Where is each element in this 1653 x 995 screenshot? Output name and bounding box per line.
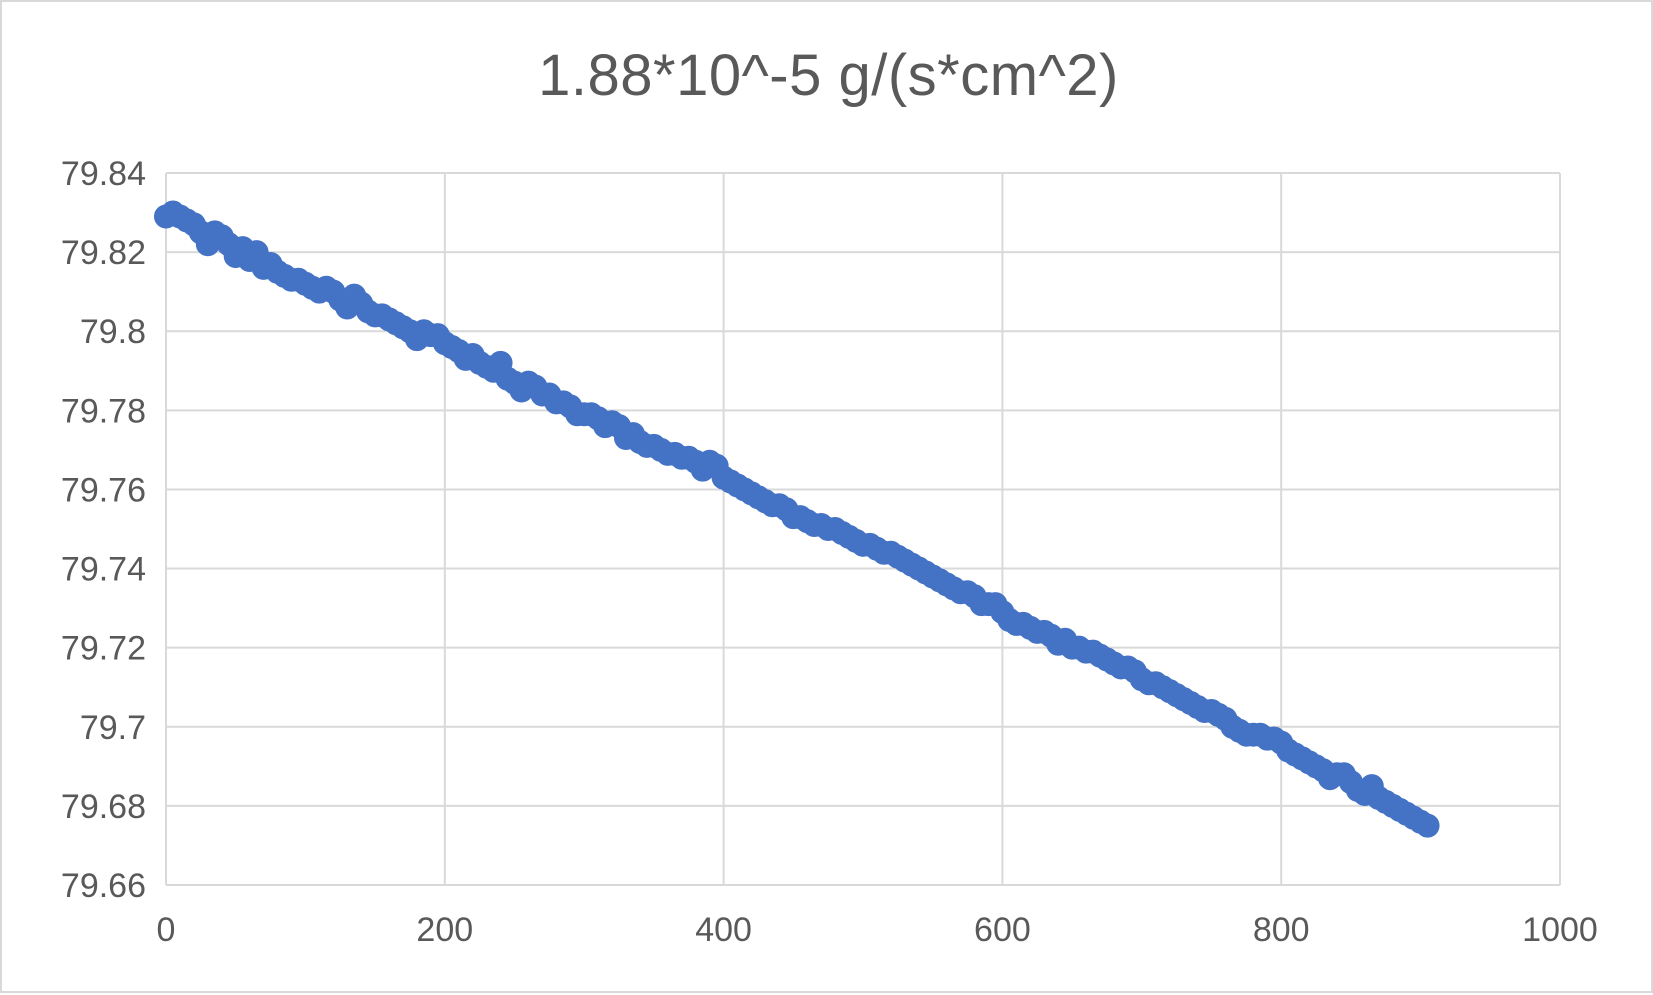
y-tick-label: 79.84 [61, 155, 146, 193]
data-point [1415, 813, 1440, 838]
y-tick-label: 79.72 [61, 630, 146, 668]
data-points [154, 200, 1440, 838]
x-tick-label: 1000 [1522, 911, 1598, 949]
y-tick-label: 79.7 [80, 709, 146, 747]
y-tick-label: 79.8 [80, 313, 146, 351]
x-tick-label: 0 [157, 911, 176, 949]
x-tick-label: 400 [695, 911, 752, 949]
tick-labels: 79.84 79.82 79.8 79.78 79.76 79.74 79.72 79.7 79… [61, 155, 1598, 949]
x-tick-label: 800 [1253, 911, 1310, 949]
axes [165, 173, 1560, 886]
chart-title: 1.88*10^-5 g/(s*cm^2) [538, 43, 1119, 108]
x-tick-label: 600 [974, 911, 1031, 949]
y-tick-label: 79.76 [61, 471, 146, 509]
y-tick-label: 79.82 [61, 234, 146, 272]
y-tick-label: 79.74 [61, 551, 146, 589]
x-tick-label: 200 [416, 911, 473, 949]
y-tick-label: 79.78 [61, 392, 146, 430]
y-tick-label: 79.66 [61, 867, 146, 905]
y-tick-label: 79.68 [61, 788, 146, 826]
